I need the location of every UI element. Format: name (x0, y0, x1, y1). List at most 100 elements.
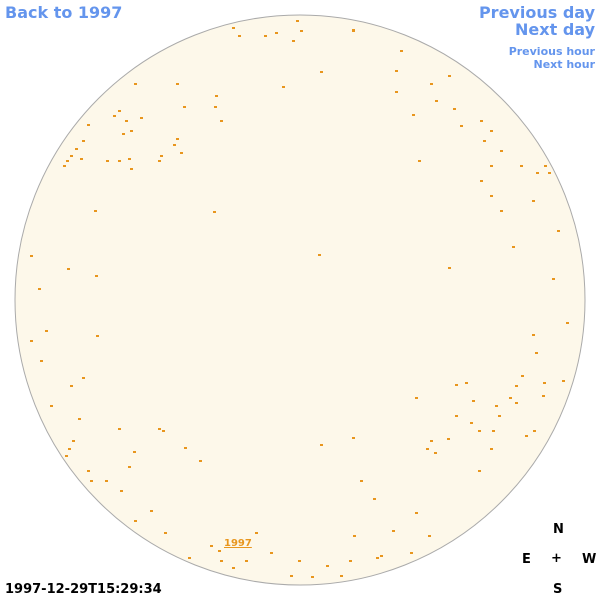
feature-speck (415, 397, 418, 399)
feature-speck (395, 70, 398, 72)
magnetic-features (30, 20, 569, 578)
feature-speck (150, 510, 153, 512)
feature-speck (490, 448, 493, 450)
feature-speck (118, 160, 121, 162)
feature-speck (118, 110, 121, 112)
feature-speck (140, 117, 143, 119)
feature-speck (183, 106, 186, 108)
feature-speck (245, 560, 248, 562)
feature-speck (373, 498, 376, 500)
year-link[interactable]: 1997 (224, 538, 252, 549)
compass-center: + (551, 551, 562, 566)
feature-speck (122, 133, 125, 135)
feature-speck (87, 470, 90, 472)
feature-speck (480, 120, 483, 122)
feature-speck (500, 210, 503, 212)
feature-speck (520, 165, 523, 167)
feature-speck (490, 165, 493, 167)
feature-speck (184, 447, 187, 449)
feature-speck (480, 180, 483, 182)
feature-speck (160, 155, 163, 157)
feature-speck (134, 520, 137, 522)
next-day-link[interactable]: Next day (515, 20, 595, 39)
feature-speck (95, 275, 98, 277)
feature-speck (158, 428, 161, 430)
feature-speck (67, 268, 70, 270)
next-hour-link[interactable]: Next hour (533, 58, 596, 71)
feature-speck (376, 557, 379, 559)
feature-speck (72, 440, 75, 442)
feature-speck (264, 35, 267, 37)
back-to-year-link[interactable]: Back to 1997 (5, 3, 123, 22)
feature-speck (428, 535, 431, 537)
feature-speck (533, 430, 536, 432)
feature-speck (120, 490, 123, 492)
feature-speck (296, 20, 299, 22)
feature-speck (455, 384, 458, 386)
feature-speck (158, 160, 161, 162)
compass-south: S (553, 582, 563, 597)
feature-speck (298, 560, 301, 562)
compass-east: E (522, 552, 531, 567)
feature-speck (465, 382, 468, 384)
feature-speck (75, 148, 78, 150)
previous-day-link[interactable]: Previous day (478, 3, 595, 22)
feature-speck (353, 535, 356, 537)
feature-speck (38, 288, 41, 290)
feature-speck (78, 418, 81, 420)
feature-speck (320, 71, 323, 73)
feature-speck (472, 400, 475, 402)
feature-speck (270, 552, 273, 554)
feature-speck (352, 30, 355, 32)
feature-speck (238, 35, 241, 37)
compass-west: W (582, 552, 597, 567)
feature-speck (453, 108, 456, 110)
feature-speck (63, 165, 66, 167)
feature-speck (426, 448, 429, 450)
feature-speck (392, 530, 395, 532)
feature-speck (128, 466, 131, 468)
feature-speck (232, 567, 235, 569)
feature-speck (340, 575, 343, 577)
feature-speck (90, 480, 93, 482)
feature-speck (490, 195, 493, 197)
feature-speck (125, 120, 128, 122)
previous-hour-link[interactable]: Previous hour (508, 45, 595, 58)
feature-speck (492, 430, 495, 432)
feature-speck (532, 200, 535, 202)
feature-speck (544, 165, 547, 167)
feature-speck (543, 382, 546, 384)
feature-speck (188, 557, 191, 559)
feature-speck (65, 455, 68, 457)
feature-speck (218, 550, 221, 552)
feature-speck (447, 438, 450, 440)
feature-speck (105, 480, 108, 482)
feature-speck (214, 106, 217, 108)
feature-speck (213, 211, 216, 213)
feature-speck (80, 158, 83, 160)
feature-speck (509, 397, 512, 399)
feature-speck (455, 415, 458, 417)
feature-speck (130, 130, 133, 132)
feature-speck (535, 352, 538, 354)
feature-speck (500, 150, 503, 152)
feature-speck (30, 340, 33, 342)
feature-speck (490, 130, 493, 132)
feature-speck (430, 83, 433, 85)
feature-speck (173, 144, 176, 146)
feature-speck (525, 435, 528, 437)
feature-speck (130, 168, 133, 170)
feature-speck (562, 380, 565, 382)
feature-speck (536, 172, 539, 174)
solar-disk (14, 14, 586, 586)
feature-speck (352, 437, 355, 439)
feature-speck (292, 40, 295, 42)
feature-speck (290, 575, 293, 577)
feature-speck (220, 560, 223, 562)
feature-speck (515, 402, 518, 404)
feature-speck (557, 230, 560, 232)
feature-speck (521, 375, 524, 377)
feature-speck (45, 330, 48, 332)
